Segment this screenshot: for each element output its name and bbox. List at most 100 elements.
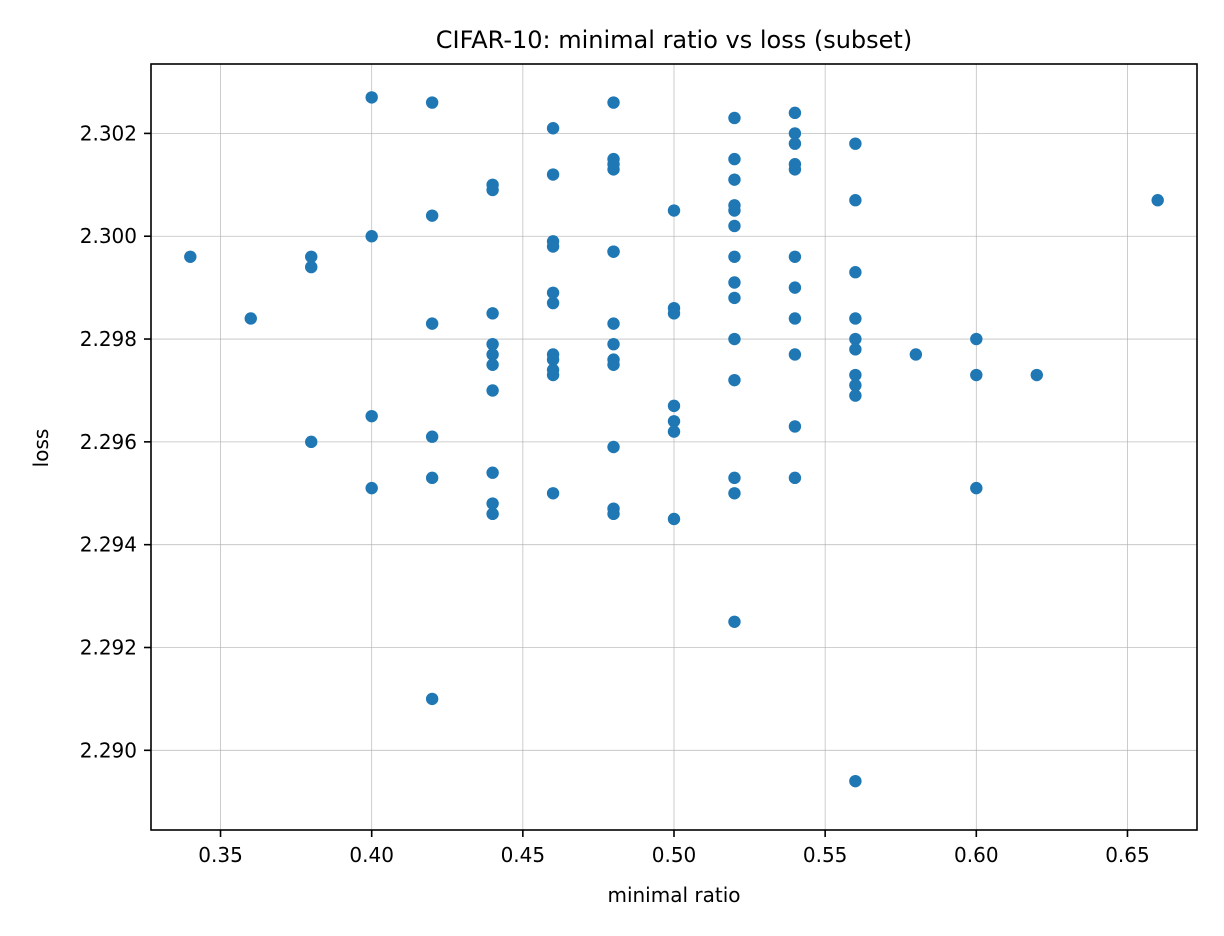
data-point [486, 307, 499, 320]
data-point [486, 507, 499, 521]
data-point [486, 337, 499, 351]
data-point [305, 435, 318, 449]
data-point [788, 348, 802, 361]
y-tick-label: 2.290 [80, 738, 137, 762]
data-point [365, 481, 378, 495]
data-point [546, 168, 560, 181]
data-point [728, 204, 741, 217]
data-point [667, 307, 681, 320]
data-point [486, 384, 499, 397]
data-point [425, 430, 439, 443]
data-point [607, 96, 620, 109]
data-point [607, 358, 620, 371]
data-point [788, 420, 802, 433]
data-point [546, 122, 560, 135]
x-tick-label: 0.60 [954, 843, 999, 867]
x-tick-label: 0.35 [198, 843, 243, 867]
data-point [728, 152, 741, 166]
data-point [486, 497, 499, 510]
x-tick-label: 0.55 [803, 843, 848, 867]
data-point [728, 173, 741, 186]
x-tick-label: 0.50 [652, 843, 697, 867]
data-point [970, 368, 983, 382]
data-point [184, 250, 197, 263]
data-point [728, 332, 741, 346]
data-point [425, 317, 439, 330]
y-tick-label: 2.300 [80, 224, 137, 248]
data-point [546, 296, 560, 310]
data-point [546, 286, 560, 299]
data-point [607, 440, 620, 454]
data-point [486, 466, 499, 479]
data-point [849, 343, 862, 356]
data-point [607, 317, 620, 330]
data-point [305, 250, 318, 263]
data-point [667, 204, 681, 217]
data-point [305, 260, 318, 274]
data-point [607, 507, 620, 521]
data-point [728, 276, 741, 289]
data-point [425, 96, 439, 109]
data-point [849, 194, 862, 207]
data-point [667, 399, 681, 413]
data-point [365, 91, 378, 104]
data-point [788, 127, 802, 140]
data-point [970, 332, 983, 346]
data-point [788, 106, 802, 120]
data-points [184, 91, 1164, 788]
data-point [788, 281, 802, 294]
data-point [425, 209, 439, 222]
data-point [849, 379, 862, 392]
data-point [849, 332, 862, 346]
chart-title: CIFAR-10: minimal ratio vs loss (subset) [436, 26, 912, 54]
data-point [788, 163, 802, 176]
x-axis-ticks: 0.35 0.40 0.45 0.50 0.55 0.60 0.65 [198, 830, 1150, 867]
y-tick-label: 2.294 [80, 533, 137, 557]
data-point [244, 312, 257, 325]
data-point [607, 245, 620, 258]
data-point [849, 137, 862, 150]
data-point [607, 163, 620, 176]
data-point [728, 219, 741, 233]
data-point [909, 348, 923, 361]
data-point [1030, 368, 1043, 382]
data-point [425, 692, 439, 706]
data-point [1151, 194, 1164, 207]
x-tick-label: 0.40 [349, 843, 394, 867]
data-point [667, 512, 681, 526]
data-point [728, 615, 741, 628]
data-point [849, 774, 862, 788]
x-axis-title: minimal ratio [607, 883, 740, 907]
data-point [425, 471, 439, 485]
y-tick-label: 2.292 [80, 635, 137, 659]
x-tick-label: 0.45 [501, 843, 546, 867]
data-point [788, 137, 802, 150]
data-point [486, 183, 499, 197]
data-point [546, 487, 560, 500]
data-point [607, 337, 620, 351]
data-point [546, 368, 560, 382]
data-point [788, 250, 802, 263]
data-point [728, 291, 741, 305]
data-point [728, 373, 741, 387]
data-point [728, 250, 741, 263]
data-point [486, 348, 499, 361]
data-point [667, 425, 681, 438]
data-point [849, 389, 862, 402]
data-point [849, 312, 862, 325]
x-tick-label: 0.65 [1105, 843, 1150, 867]
data-point [546, 353, 560, 366]
data-point [849, 368, 862, 382]
grid-lines [151, 64, 1197, 830]
y-tick-label: 2.302 [80, 121, 137, 145]
y-tick-label: 2.298 [80, 327, 137, 351]
data-point [728, 111, 741, 125]
y-axis-ticks: 2.290 2.292 2.294 2.296 2.298 2.300 2.302 [80, 121, 151, 762]
y-axis-title: loss [29, 429, 53, 468]
data-point [728, 487, 741, 500]
data-point [546, 240, 560, 253]
y-tick-label: 2.296 [80, 430, 137, 454]
data-point [788, 471, 802, 485]
